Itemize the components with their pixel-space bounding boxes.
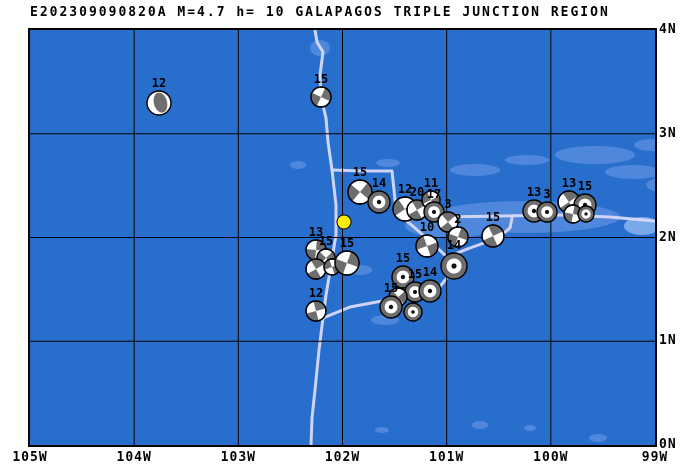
beachball-label: 3	[444, 197, 451, 211]
bathymetry-patch	[375, 427, 389, 433]
focal-mechanism: 20	[406, 185, 428, 221]
beachball-label: 15	[353, 165, 367, 179]
x-axis-tick-label: 100W	[533, 450, 569, 465]
focal-mechanism: 15	[391, 251, 415, 289]
beachball-label: 15	[396, 251, 410, 265]
focal-mechanism: 15	[347, 165, 373, 205]
beachball-label: 14	[447, 238, 461, 252]
bathymetry-patch	[524, 425, 536, 431]
beachball-label: 15	[314, 72, 328, 86]
focal-mechanism: 15	[334, 236, 360, 276]
beachball-label: 15	[384, 281, 398, 295]
beachball-label: 14	[372, 176, 386, 190]
plot-title: E202309090820A M=4.7 h= 10 GALAPAGOS TRI…	[30, 5, 610, 20]
focal-mechanism: 3	[536, 187, 558, 223]
focal-mechanism: 2	[447, 212, 469, 248]
focal-mechanism: 14	[418, 265, 442, 303]
y-axis-tick-label: 0N	[659, 437, 677, 452]
bathymetry-patch	[605, 165, 655, 179]
beachball-label: 12	[152, 76, 166, 90]
focal-mechanism: 15	[379, 281, 403, 319]
bathymetry-patch	[290, 161, 306, 169]
beachball-label: 2	[454, 212, 461, 226]
beachball-label: 15	[319, 234, 333, 248]
bathymetry-patch	[505, 155, 549, 165]
bathymetry-patch	[646, 178, 655, 192]
beachball-label: 13	[527, 185, 541, 199]
focal-mechanism	[305, 258, 327, 280]
beachball-label: 15	[408, 267, 422, 281]
focal-mechanism: 3	[437, 197, 459, 233]
bathymetry-patch	[450, 164, 500, 176]
focal-mechanism: 15	[481, 210, 505, 248]
plate-boundary-line	[309, 30, 338, 445]
x-axis-tick-label: 99W	[641, 450, 669, 465]
focal-mechanism: 10	[415, 220, 439, 258]
beachball-label: 13	[309, 225, 323, 239]
beachball-label: 14	[423, 265, 437, 279]
beachball-label: 15	[578, 179, 592, 193]
beachball-label: 20	[410, 185, 424, 199]
x-axis-tick-label: 102W	[324, 450, 361, 465]
focal-mechanism: 12	[146, 76, 172, 116]
beachball-label: 11	[424, 176, 438, 190]
focal-mechanism: 14	[440, 238, 468, 280]
x-axis-tick-label: 105W	[12, 450, 48, 465]
beachball-label: 3	[543, 187, 550, 201]
beachball-label: 13	[562, 176, 576, 190]
epicenter-marker	[336, 214, 352, 230]
focal-mechanism: 15	[310, 72, 332, 108]
bathymetry-patch	[589, 434, 607, 442]
focal-mechanism	[403, 302, 423, 322]
bathymetry-patch	[555, 146, 635, 164]
beachball-label: 12	[309, 286, 323, 300]
beachball-label: 12	[398, 182, 412, 196]
bathymetry-patch	[634, 139, 655, 151]
y-axis-tick-label: 4N	[659, 22, 677, 37]
y-axis-tick-label: 3N	[659, 125, 677, 141]
x-axis-tick-label: 104W	[116, 450, 152, 465]
bathymetry-patch	[376, 159, 400, 167]
beachball-label: 10	[420, 220, 434, 234]
y-axis-tick-label: 1N	[659, 333, 677, 349]
bathymetry-patch	[472, 421, 488, 429]
plate-boundary-line	[440, 213, 655, 223]
beachball-label: 15	[340, 236, 354, 250]
focal-mechanism: 14	[367, 176, 391, 214]
x-axis-tick-label: 103W	[220, 450, 256, 465]
focal-mechanism: 12	[305, 286, 327, 322]
x-axis-tick-label: 101W	[429, 450, 465, 465]
beachball-label: 15	[486, 210, 500, 224]
focal-mechanism	[577, 205, 595, 223]
map-frame: 12 15 15 14 12 20 11 17 3 2 10 14 15 13 3 13 15 13 15 15 12 1…	[28, 28, 657, 447]
beachball-label: 17	[427, 187, 441, 201]
y-axis-tick-label: 2N	[659, 229, 677, 245]
